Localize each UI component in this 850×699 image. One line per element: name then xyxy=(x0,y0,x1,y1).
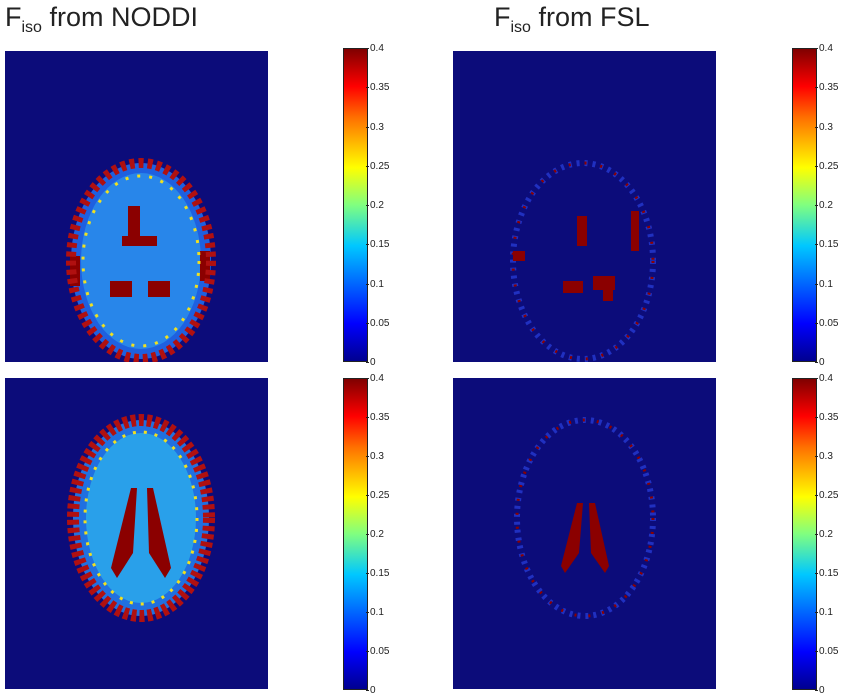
brain-slice-image xyxy=(67,414,215,622)
noddi-map-top xyxy=(5,51,268,362)
colorbar-tick-label: 0.25 xyxy=(365,490,390,501)
colorbar-bottom-left xyxy=(343,378,368,690)
colorbar-tick-label: 0.25 xyxy=(365,160,390,172)
colorbar-tick-label: 0.3 xyxy=(366,451,384,462)
colorbar-tick-label: 0.35 xyxy=(814,82,839,94)
colorbar-tick-label: 0.3 xyxy=(815,121,833,133)
fsl-map-top xyxy=(453,51,716,362)
colorbar-tick-label: 0.1 xyxy=(815,607,833,618)
colorbar-tick-label: 0.1 xyxy=(815,278,833,290)
colorbar-tick-label: 0.4 xyxy=(815,373,833,384)
colorbar-top-left xyxy=(343,48,368,362)
title-noddi: Fiso from NODDI xyxy=(5,2,198,36)
colorbar-tick-label: 0.1 xyxy=(366,278,384,290)
colorbar-tick-label: 0.15 xyxy=(814,568,839,579)
colorbar-tick-label: 0.35 xyxy=(814,412,839,423)
title-fsl: Fiso from FSL xyxy=(494,2,650,36)
colorbar-tick-label: 0.05 xyxy=(814,317,839,329)
colorbar-tick-label: 0.2 xyxy=(815,529,833,540)
colorbar-tick-label: 0.25 xyxy=(814,160,839,172)
colorbar-tick-label: 0.4 xyxy=(366,373,384,384)
brain-slice-image xyxy=(66,158,216,362)
colorbar-top-right xyxy=(792,48,817,362)
colorbar-tick-label: 0.05 xyxy=(814,646,839,657)
colorbar-tick-label: 0.4 xyxy=(815,43,833,54)
noddi-map-bottom xyxy=(5,378,268,689)
colorbar-tick-label: 0.1 xyxy=(366,607,384,618)
fsl-map-bottom xyxy=(453,378,716,689)
colorbar-tick-label: 0 xyxy=(815,357,825,368)
colorbar-tick-label: 0 xyxy=(815,685,825,696)
colorbar-tick-label: 0 xyxy=(366,685,376,696)
colorbar-tick-label: 0.05 xyxy=(365,646,390,657)
colorbar-tick-label: 0.15 xyxy=(365,568,390,579)
colorbar-tick-label: 0.15 xyxy=(365,239,390,251)
colorbar-tick-label: 0.4 xyxy=(366,43,384,54)
colorbar-tick-label: 0.15 xyxy=(814,239,839,251)
colorbar-tick-label: 0.35 xyxy=(365,82,390,94)
colorbar-tick-label: 0 xyxy=(366,357,376,368)
brain-slice-image xyxy=(514,417,656,619)
colorbar-tick-label: 0.25 xyxy=(814,490,839,501)
colorbar-tick-label: 0.35 xyxy=(365,412,390,423)
colorbar-tick-label: 0.3 xyxy=(815,451,833,462)
colorbar-tick-label: 0.2 xyxy=(366,200,384,211)
colorbar-bottom-right xyxy=(792,378,817,690)
brain-slice-image xyxy=(510,160,656,362)
colorbar-tick-label: 0.05 xyxy=(365,317,390,329)
colorbar-tick-label: 0.2 xyxy=(366,529,384,540)
colorbar-tick-label: 0.3 xyxy=(366,121,384,133)
colorbar-tick-label: 0.2 xyxy=(815,200,833,211)
